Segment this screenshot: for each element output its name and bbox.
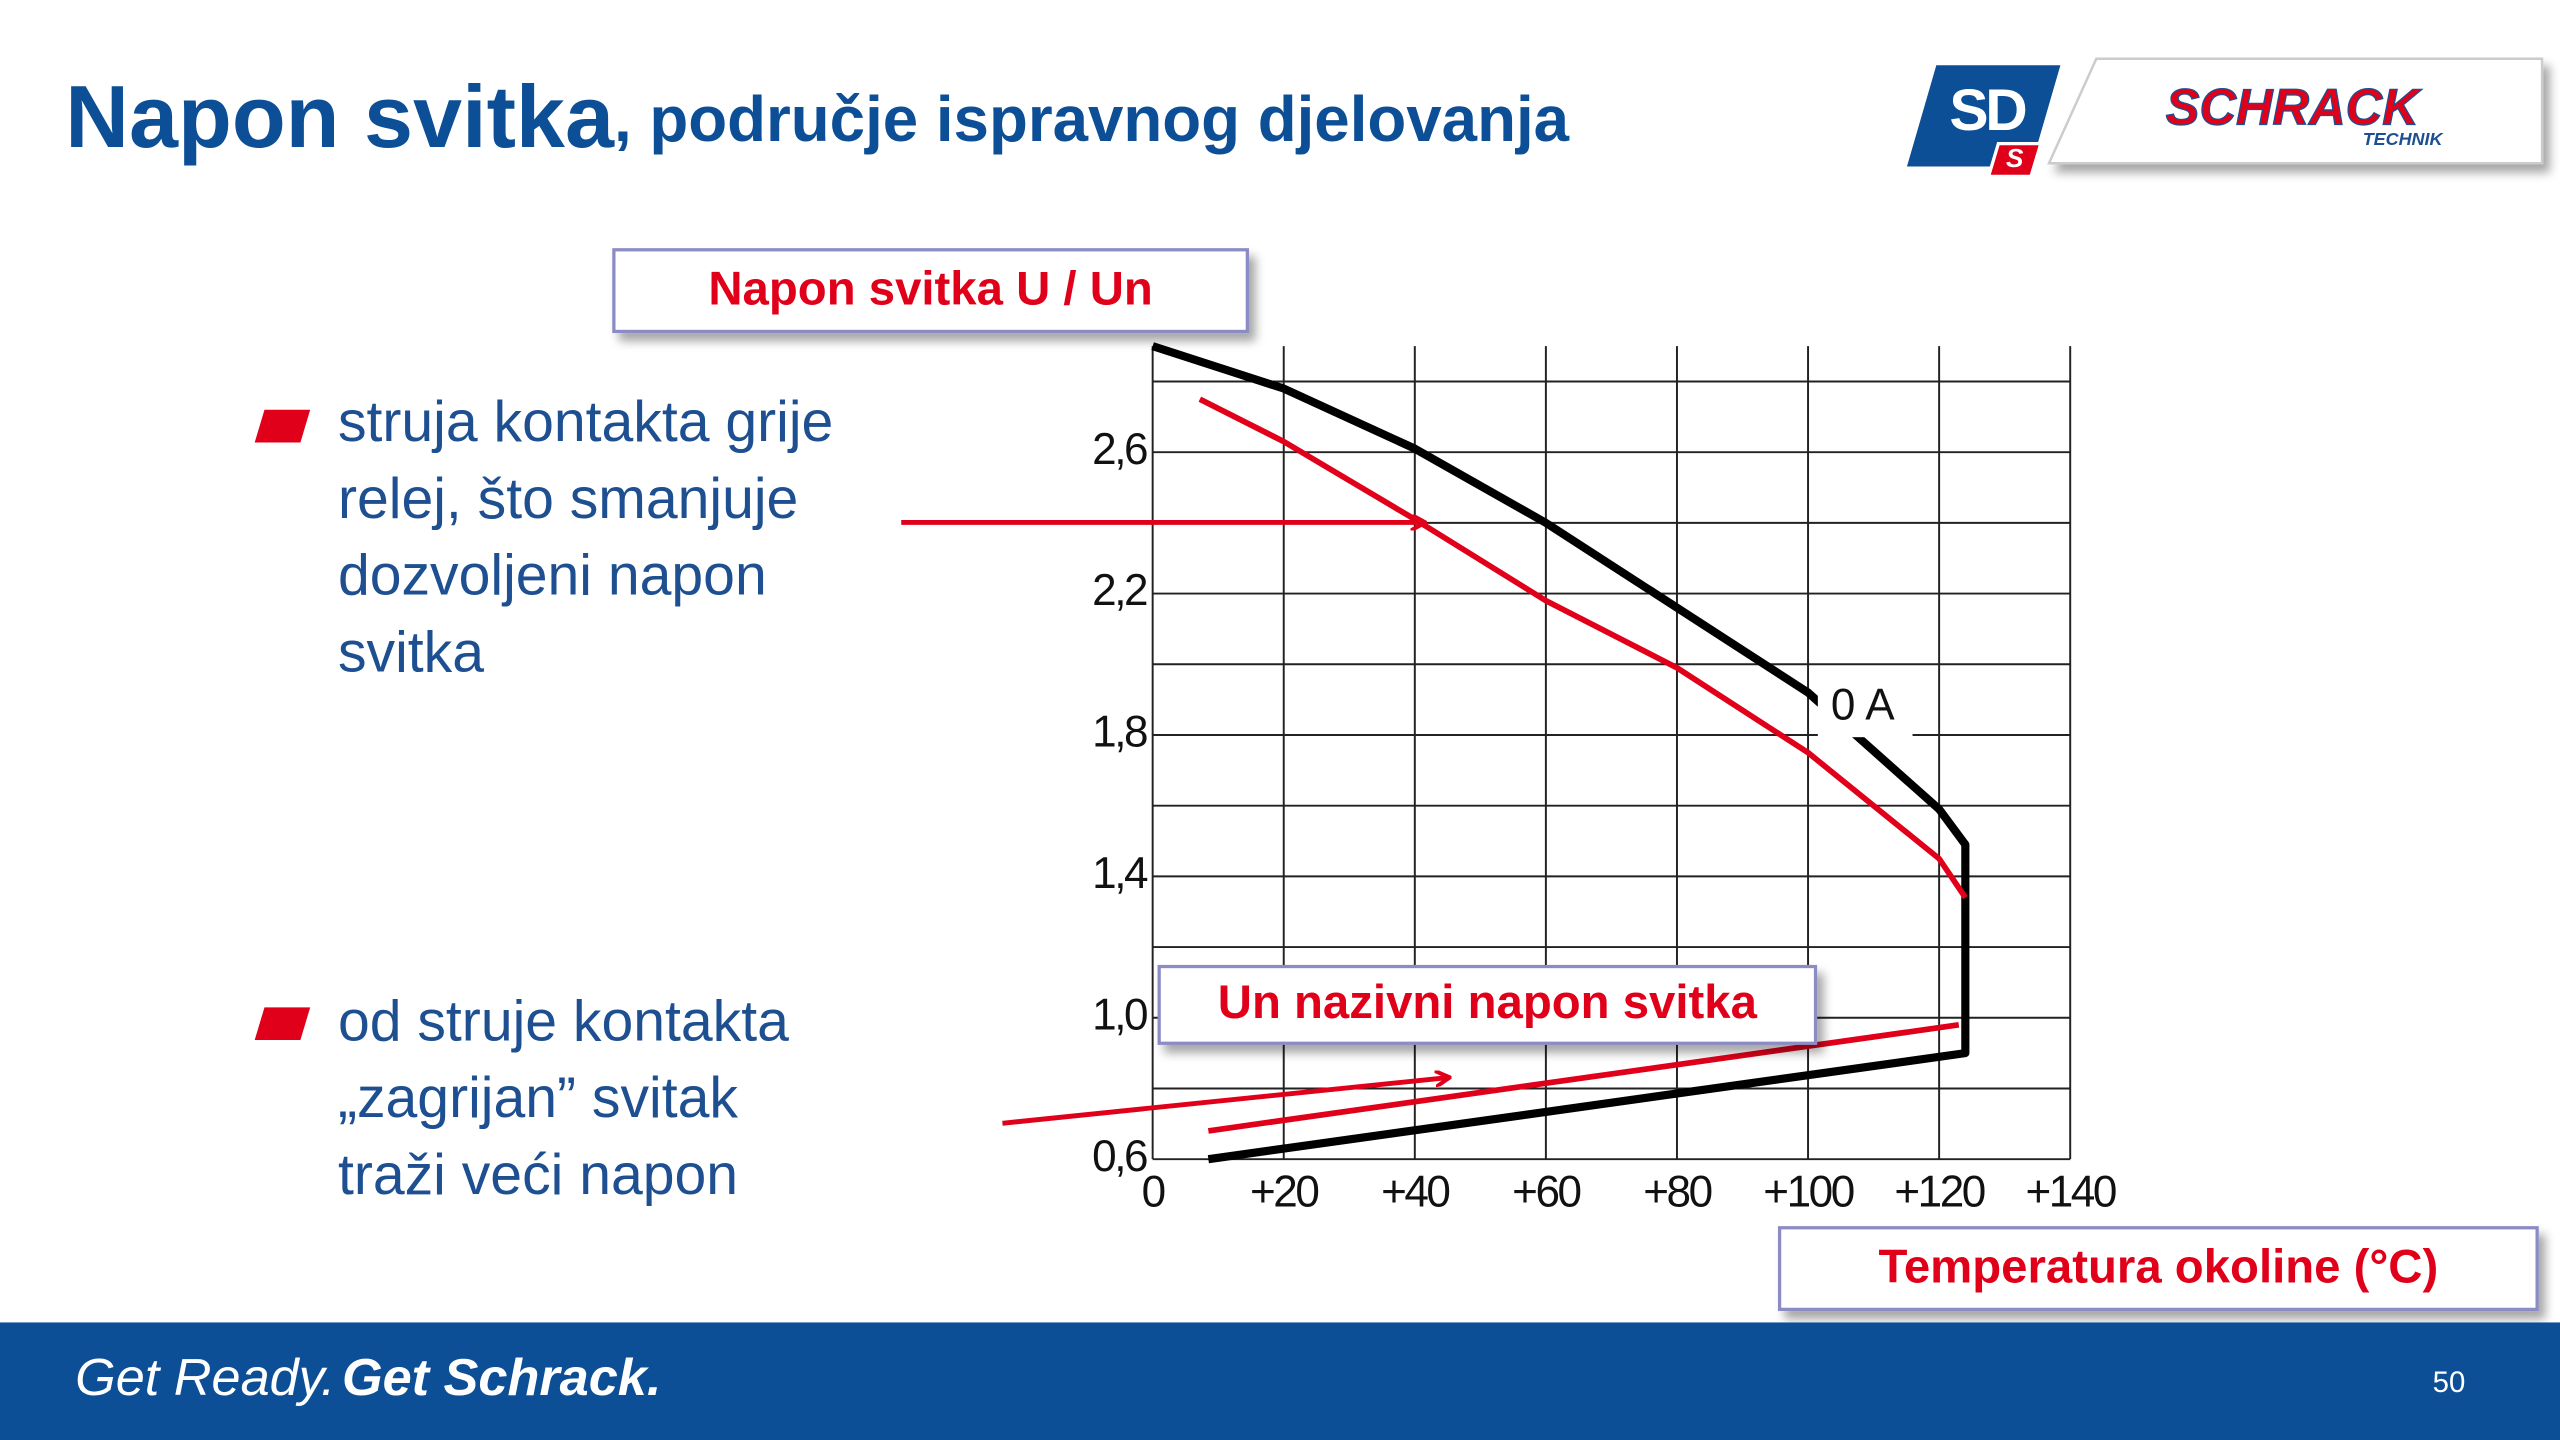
bullet-line: svitka [338, 620, 484, 684]
y-tick-label: 2,6 [1092, 425, 1147, 474]
series-label-bg [1817, 678, 1913, 738]
chart: 0,6 1,0 1,4 1,8 2,2 2,6 0 +20 +40 +60 +80 +100 +120 +… [1092, 342, 2118, 1217]
logo-badge-small [1986, 142, 2044, 178]
bullet-marker [254, 1007, 311, 1040]
x-tick-label: +100 [1763, 1168, 1853, 1217]
slogan-1: Get Ready. [75, 1349, 335, 1407]
bullet-line: relej, što smanjuje [338, 467, 798, 531]
bullets: struja kontakta grije relej, što smanjuje… [338, 390, 833, 1207]
bullet-marker [254, 409, 311, 443]
y-tick-label: 0,6 [1092, 1132, 1147, 1181]
x-tick-label: +20 [1250, 1168, 1318, 1217]
logo-badge [1906, 65, 2061, 167]
logo-brand-box [2047, 57, 2544, 165]
logo-brand-sub: TECHNIK [2363, 129, 2445, 149]
logo: SD S SCHRACK TECHNIK [1906, 57, 2544, 178]
title-rest: , područje ispravnog djelovanja [614, 84, 1570, 155]
x-tick-label: +140 [2025, 1168, 2115, 1217]
slogan-2: Get Schrack. [342, 1349, 661, 1407]
annotation: Un nazivni napon svitka [1218, 976, 1758, 1029]
bullet-line: dozvoljeni napon [338, 544, 767, 608]
title-main: Napon svitka [65, 67, 615, 166]
x-label-box [1777, 1226, 2539, 1312]
y-tick-label: 2,2 [1092, 566, 1147, 615]
logo-badge-small-text: S [2006, 143, 2024, 173]
x-tick-label: +40 [1381, 1168, 1449, 1217]
x-tick-label: 0 [1142, 1168, 1165, 1217]
bullet-line: od struje kontakta [338, 989, 789, 1053]
y-tick-label: 1,8 [1092, 708, 1147, 757]
x-tick-label: +80 [1643, 1168, 1711, 1217]
series-label: 0 A [1831, 680, 1895, 729]
y-axis-label: Napon svitka U / Un [708, 263, 1152, 316]
y-label-box [612, 248, 1249, 334]
x-tick-label: +120 [1894, 1168, 1984, 1217]
footer-slogan: Get Ready. Get Schrack. [75, 1349, 661, 1407]
series-line [1198, 396, 1968, 900]
y-tick-label: 1,4 [1092, 849, 1148, 898]
arrow [1002, 1078, 1448, 1126]
x-tick-label: +60 [1512, 1168, 1580, 1217]
x-axis-label: Temperatura okoline (°C) [1878, 1241, 2438, 1294]
logo-brand: SCHRACK [2166, 78, 2422, 135]
bullet-line: „zagrijan” svitak [338, 1066, 738, 1130]
bullet-line: traži veći napon [338, 1143, 738, 1207]
bullet-line: struja kontakta grije [338, 390, 833, 454]
title: Napon svitka, područje ispravnog djelova… [65, 67, 1569, 166]
page-number: 50 [2433, 1366, 2466, 1399]
y-tick-label: 1,0 [1092, 990, 1147, 1039]
footer-bar [0, 1322, 2560, 1440]
series-line [1151, 342, 1970, 1164]
annotation-box [1157, 964, 1818, 1045]
series-line [1207, 1022, 1960, 1134]
logo-badge-text: SD [1949, 78, 2025, 143]
